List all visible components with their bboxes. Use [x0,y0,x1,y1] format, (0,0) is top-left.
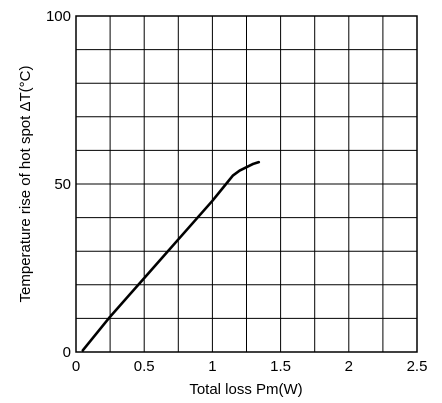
y-tick-label: 50 [54,176,71,193]
x-axis-title: Total loss Pm(W) [189,381,302,398]
series-group [81,160,261,352]
y-tick-labels: 0 50 100 [46,8,71,361]
y-tick-label: 0 [63,344,71,361]
x-tick-labels: 0 0.5 1 1.5 2 2.5 [72,358,428,375]
x-tick-label: 2 [345,358,353,375]
y-tick-label: 100 [46,8,71,25]
x-tick-label: 0.5 [134,358,155,375]
x-tick-label: 2.5 [407,358,428,375]
x-tick-label: 1 [208,358,216,375]
x-tick-label: 0 [72,358,80,375]
series-line [81,160,261,352]
y-axis-title: Temperature rise of hot spot ΔT(°C) [17,66,34,303]
x-tick-label: 1.5 [270,358,291,375]
grid [76,16,417,352]
plot-frame [75,15,418,353]
